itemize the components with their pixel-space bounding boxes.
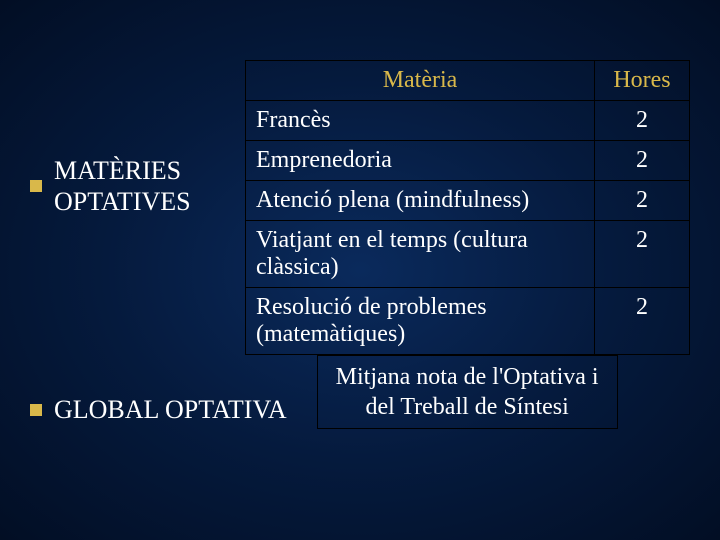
table-row: Viatjant en el temps (cultura clàssica) …	[246, 221, 690, 288]
label-line1: MATÈRIES	[54, 156, 181, 185]
cell-hours: 2	[595, 288, 690, 355]
cell-subject: Emprenedoria	[246, 141, 595, 181]
global-box-line1: Mitjana nota de l'Optativa i	[336, 364, 599, 390]
bottom-section: GLOBAL OPTATIVA Mitjana nota de l'Optati…	[30, 355, 690, 429]
cell-hours: 2	[595, 181, 690, 221]
subjects-table: Matèria Hores Francès 2 Emprenedoria 2 A…	[245, 60, 690, 355]
cell-subject: Atenció plena (mindfulness)	[246, 181, 595, 221]
table-row: Emprenedoria 2	[246, 141, 690, 181]
label-global: GLOBAL OPTATIVA	[54, 394, 287, 425]
cell-subject: Viatjant en el temps (cultura clàssica)	[246, 221, 595, 288]
cell-subject: Resolució de problemes (matemàtiques)	[246, 288, 595, 355]
global-box: Mitjana nota de l'Optativa i del Treball…	[317, 355, 618, 429]
table-row: Atenció plena (mindfulness) 2	[246, 181, 690, 221]
global-box-line2: del Treball de Síntesi	[365, 394, 568, 420]
table-row: Francès 2	[246, 101, 690, 141]
bullet-icon	[30, 404, 42, 416]
top-section: MATÈRIES OPTATIVES Matèria Hores Francès…	[30, 60, 690, 355]
section-label-global: GLOBAL OPTATIVA	[30, 394, 287, 425]
cell-hours: 2	[595, 221, 690, 288]
bullet-icon	[30, 180, 42, 192]
label-line2: OPTATIVES	[54, 187, 191, 216]
label-optatives: MATÈRIES OPTATIVES	[54, 155, 191, 217]
table-row: Resolució de problemes (matemàtiques) 2	[246, 288, 690, 355]
header-subject: Matèria	[246, 61, 595, 101]
table-header-row: Matèria Hores	[246, 61, 690, 101]
cell-hours: 2	[595, 101, 690, 141]
cell-hours: 2	[595, 141, 690, 181]
cell-subject: Francès	[246, 101, 595, 141]
section-label-optatives: MATÈRIES OPTATIVES	[30, 155, 240, 217]
header-hours: Hores	[595, 61, 690, 101]
